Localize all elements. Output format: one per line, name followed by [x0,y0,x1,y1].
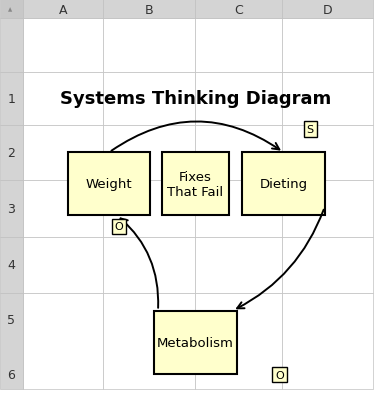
Bar [282,73,373,126]
Bar [23,126,103,180]
Bar [282,0,373,19]
Text: C: C [234,4,243,17]
Text: Fixes
That Fail: Fixes That Fail [167,171,223,198]
Bar [282,19,373,73]
Text: A: A [59,4,67,17]
Text: 5: 5 [8,313,15,326]
Text: 2: 2 [8,146,15,159]
Bar [103,73,195,126]
Bar [0,0,23,19]
Bar [23,0,103,19]
Bar [103,237,195,294]
Text: S: S [307,125,314,134]
Bar [103,294,195,389]
Bar [195,180,282,237]
Text: 1: 1 [8,92,15,105]
Text: Weight: Weight [86,178,133,191]
Text: Metabolism: Metabolism [157,336,234,349]
Bar [103,19,195,73]
Bar [23,19,103,73]
Bar [0,180,23,237]
FancyBboxPatch shape [162,153,229,215]
Text: 4: 4 [8,259,15,272]
Text: O: O [275,370,284,379]
Text: 3: 3 [8,202,15,215]
Text: ▲: ▲ [8,7,12,12]
Bar [0,73,23,126]
Bar [103,0,195,19]
Text: Dieting: Dieting [259,178,308,191]
Bar [23,294,103,389]
Bar [103,180,195,237]
Bar [103,126,195,180]
Bar [195,126,282,180]
Bar [23,180,103,237]
FancyBboxPatch shape [242,153,324,215]
Bar [282,294,373,389]
Bar [0,237,23,294]
Text: B: B [145,4,154,17]
Text: Systems Thinking Diagram: Systems Thinking Diagram [60,90,331,108]
Bar [195,19,282,73]
FancyBboxPatch shape [68,153,150,215]
Bar [0,126,23,180]
Bar [0,294,23,389]
Text: D: D [322,4,332,17]
Bar [0,19,23,73]
Bar [23,237,103,294]
Text: 6: 6 [8,368,15,381]
Bar [282,237,373,294]
Bar [195,237,282,294]
Bar [282,126,373,180]
Bar [195,0,282,19]
Bar [282,180,373,237]
FancyBboxPatch shape [154,311,237,373]
Text: O: O [115,222,123,232]
Bar [195,73,282,126]
Bar [23,73,103,126]
Bar [195,294,282,389]
